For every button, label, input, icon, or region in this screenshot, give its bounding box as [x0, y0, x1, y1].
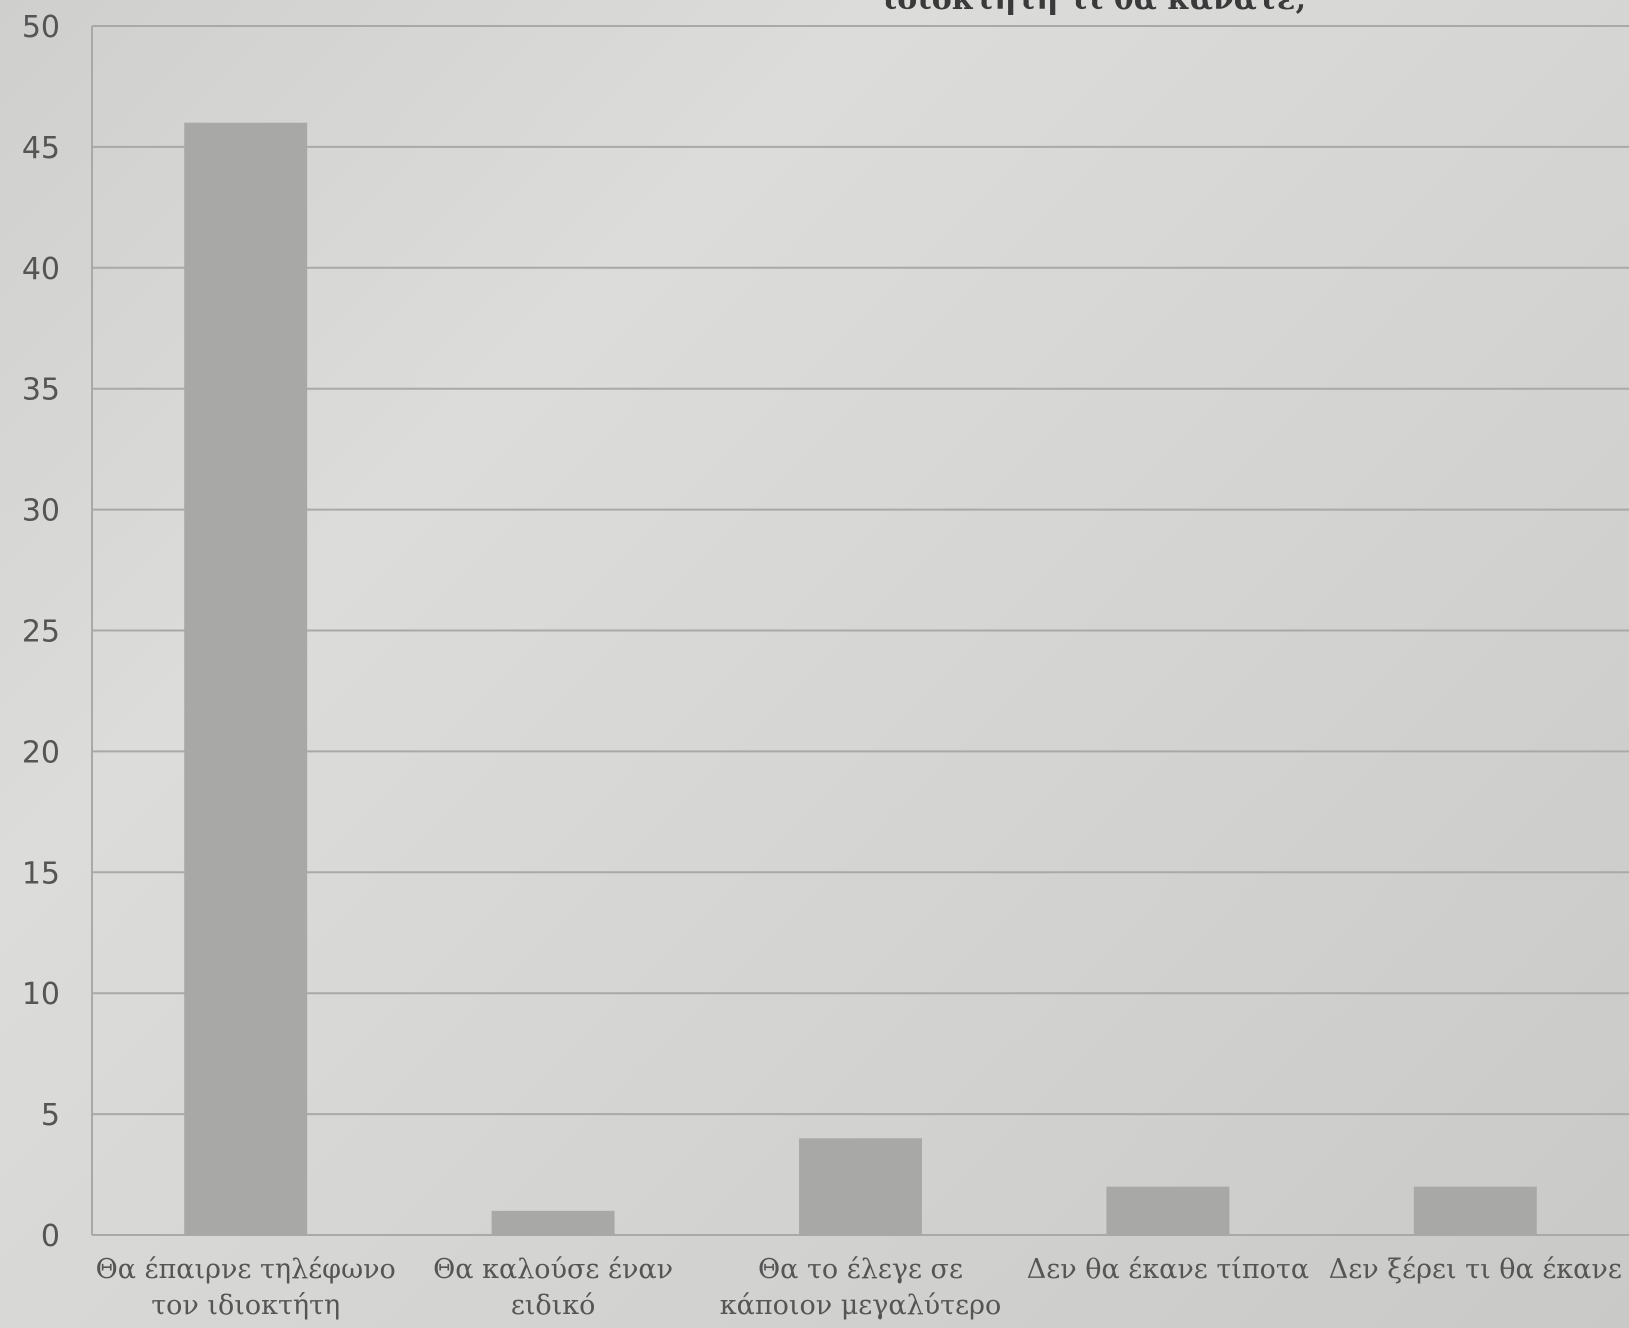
y-tick-label: 5	[41, 1098, 60, 1133]
y-tick-label: 30	[22, 494, 60, 529]
x-category-label: Θα το έλεγε σε	[758, 1254, 963, 1285]
y-tick-label: 10	[22, 977, 60, 1012]
x-category-label: Δεν ξέρει τι θα έκανε	[1329, 1254, 1622, 1285]
x-category-label: ειδικό	[511, 1290, 596, 1321]
bar	[491, 1210, 615, 1235]
y-tick-label: 20	[22, 735, 60, 770]
x-category-label: Θα καλούσε έναν	[433, 1254, 673, 1285]
y-tick-label: 15	[22, 856, 60, 891]
x-category-label: Θα έπαιρνε τηλέφωνο	[96, 1254, 396, 1285]
y-tick-label: 45	[22, 131, 60, 166]
y-tick-label: 0	[41, 1219, 60, 1254]
y-tick-label: 35	[22, 373, 60, 408]
bar	[799, 1138, 922, 1235]
chart-title-line: ιδιοκτήτη τι θα κάνατε;	[560, 0, 1629, 22]
bar	[1413, 1186, 1537, 1235]
chart-title: ιδιοκτήτη τι θα κάνατε;	[560, 0, 1629, 22]
bar	[1106, 1186, 1230, 1235]
y-tick-label: 40	[22, 252, 60, 287]
x-category-label: τον ιδιοκτήτη	[151, 1290, 340, 1321]
y-tick-label: 25	[22, 615, 60, 650]
x-category-label: κάποιον μεγαλύτερο	[720, 1290, 1001, 1321]
x-category-label: Δεν θα έκανε τίποτα	[1027, 1254, 1309, 1285]
y-tick-label: 50	[22, 10, 60, 45]
bar	[184, 122, 308, 1236]
